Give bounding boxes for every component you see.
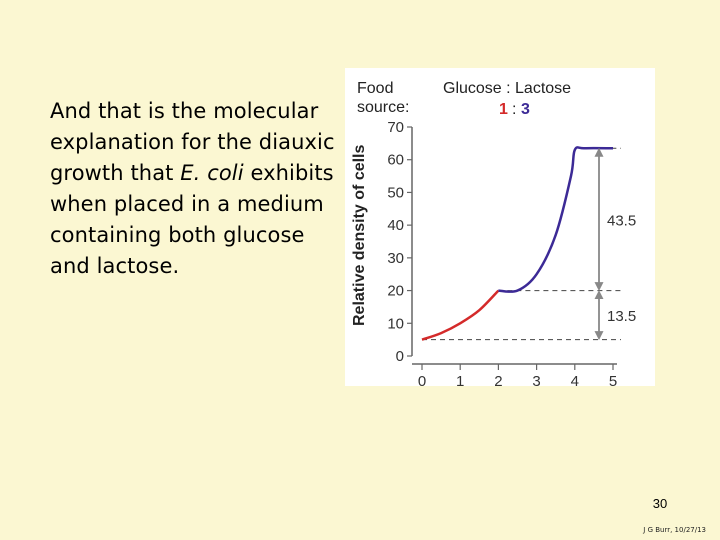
ratio-lactose-value: 3	[521, 101, 530, 118]
page-number: 30	[652, 496, 668, 511]
ratio-glucose-value: 1	[499, 101, 508, 118]
body-text-part-1: And that is the molecular explanation fo…	[50, 99, 335, 185]
annotation-label: 13.5	[607, 308, 636, 325]
body-text-italic-species: E. coli	[180, 161, 244, 185]
food-source-label-line2: source:	[357, 99, 409, 116]
y-tick-label: 50	[387, 184, 404, 201]
y-tick-label: 10	[387, 315, 404, 332]
y-tick-label: 20	[387, 283, 404, 300]
diauxic-growth-chart: Food source: Glucose : Lactose 1 : 3 Rel…	[345, 68, 655, 386]
slide-body-text: And that is the molecular explanation fo…	[50, 96, 340, 282]
food-source-label-line1: Food	[357, 80, 393, 97]
x-tick-label: 4	[571, 373, 579, 386]
x-tick-label: 5	[609, 373, 617, 386]
y-tick-label: 70	[387, 119, 404, 136]
ratio-separator: :	[512, 101, 516, 118]
y-axis-label: Relative density of cells	[351, 144, 368, 326]
x-tick-label: 3	[532, 373, 540, 386]
ratio-title: Glucose : Lactose	[443, 80, 571, 97]
body-text-part-2: exhibits when placed in a medium contain…	[50, 161, 334, 278]
y-tick-label: 30	[387, 250, 404, 267]
series-line-0	[421, 289, 500, 341]
chart-svg: Food source: Glucose : Lactose 1 : 3 Rel…	[351, 80, 636, 386]
annotation-label: 43.5	[607, 212, 636, 229]
series-line-1	[498, 146, 614, 294]
x-tick-label: 1	[456, 373, 464, 386]
x-tick-label: 2	[494, 373, 502, 386]
x-tick-label: 0	[418, 373, 426, 386]
y-tick-label: 60	[387, 152, 404, 169]
y-tick-label: 0	[396, 348, 404, 365]
footer-credit: J G Burr, 10/27/13	[643, 526, 706, 534]
y-tick-label: 40	[387, 217, 404, 234]
